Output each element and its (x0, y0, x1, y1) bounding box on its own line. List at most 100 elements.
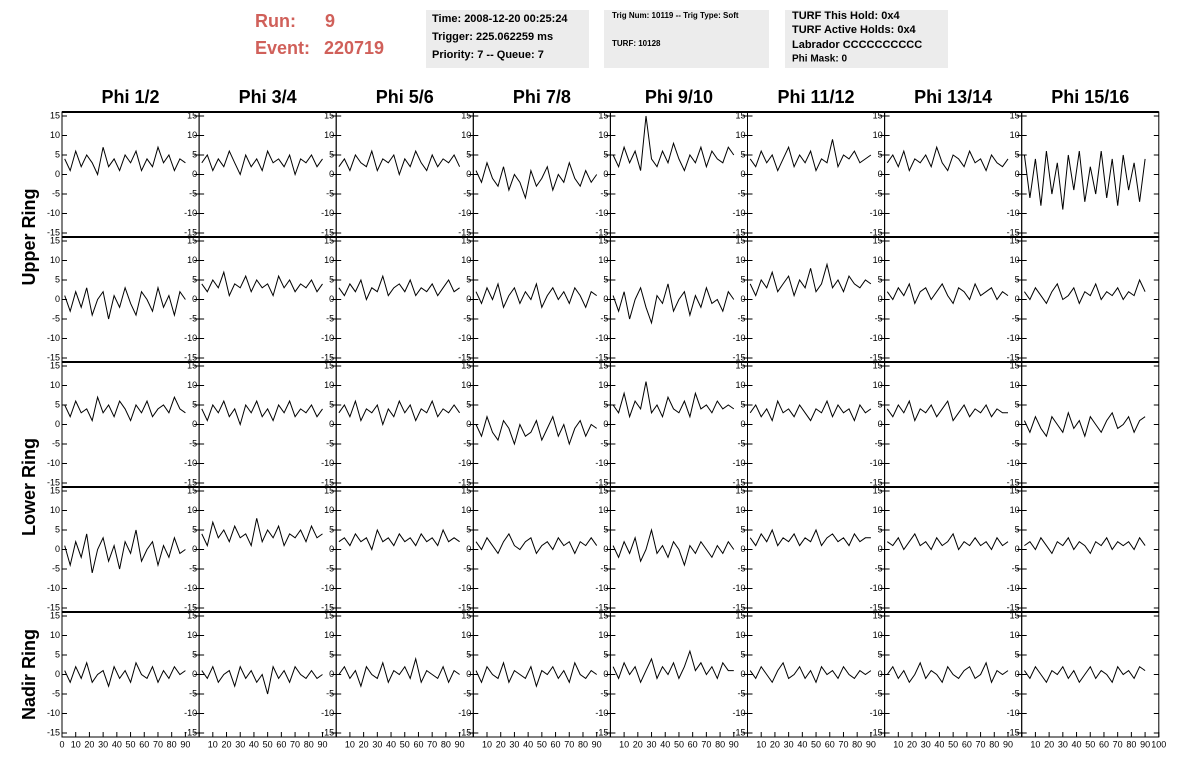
y-tick-label: 0 (740, 669, 745, 679)
y-tick-label: 10 (598, 255, 608, 265)
y-tick-label: -10 (458, 458, 471, 468)
y-tick-label: 5 (55, 524, 60, 534)
y-tick-label: 10 (50, 630, 60, 640)
panel-frame (609, 361, 749, 488)
panel-frame (198, 611, 337, 738)
y-tick-label: 15 (461, 610, 471, 620)
y-tick-label: 5 (740, 149, 745, 159)
waveform (887, 532, 1009, 551)
x-tick-label: 80 (167, 739, 177, 749)
y-tick-label: 5 (466, 274, 471, 284)
y-tick-label: 0 (603, 169, 608, 179)
y-tick-label: -10 (870, 333, 883, 343)
y-tick-label: 0 (1015, 169, 1020, 179)
y-tick-label: -5 (189, 438, 197, 448)
y-tick-label: 15 (873, 360, 883, 370)
x-tick-label: 70 (701, 739, 711, 749)
y-tick-label: -5 (189, 313, 197, 323)
panel-frame (335, 486, 474, 613)
y-tick-label: 0 (466, 419, 471, 429)
y-tick-label: -15 (870, 602, 883, 612)
y-tick-label: 10 (50, 380, 60, 390)
y-tick-label: 0 (192, 419, 197, 429)
y-tick-label: -10 (458, 708, 471, 718)
waveform (886, 661, 1009, 684)
x-tick-label: 70 (1113, 739, 1123, 749)
panel-frame (884, 111, 1023, 238)
y-tick-label: -15 (321, 227, 334, 237)
y-tick-label: -5 (737, 563, 745, 573)
y-tick-label: 0 (192, 544, 197, 554)
y-tick-label: -10 (321, 333, 334, 343)
y-tick-label: 15 (598, 610, 608, 620)
y-tick-label: -15 (47, 352, 60, 362)
x-tick-label: 40 (1072, 739, 1082, 749)
y-tick-label: -5 (1012, 688, 1020, 698)
x-tick-label: 40 (249, 739, 259, 749)
x-tick-label: 70 (290, 739, 300, 749)
x-tick-label: 30 (647, 739, 657, 749)
waveform (886, 399, 1008, 423)
waveform (338, 399, 461, 427)
x-tick-label: 80 (441, 739, 451, 749)
y-tick-label: -15 (595, 352, 608, 362)
y-tick-label: 0 (603, 294, 608, 304)
y-tick-label: -10 (184, 208, 197, 218)
y-tick-label: -15 (458, 227, 471, 237)
y-tick-label: 15 (461, 110, 471, 120)
y-tick-label: -15 (47, 477, 60, 487)
panel-frame (61, 361, 200, 488)
y-tick-label: 15 (324, 360, 334, 370)
waveform (1023, 278, 1146, 305)
x-tick-label: 80 (578, 739, 588, 749)
column-title: Phi 9/10 (645, 87, 713, 107)
y-tick-label: 5 (603, 649, 608, 659)
info-line: Time: 2008-12-20 00:25:24 (432, 13, 568, 25)
y-tick-label: 0 (740, 544, 745, 554)
y-tick-label: 10 (187, 380, 197, 390)
y-tick-label: 5 (329, 399, 334, 409)
x-tick-label: 20 (770, 739, 780, 749)
info-line: TURF Active Holds: 0x4 (792, 24, 917, 36)
x-tick-label: 50 (263, 739, 273, 749)
panel-frame (198, 486, 337, 613)
waveform (475, 532, 598, 555)
y-tick-label: 0 (603, 419, 608, 429)
y-tick-label: -15 (1007, 727, 1020, 737)
x-tick-label: 40 (934, 739, 944, 749)
column-title: Phi 11/12 (778, 87, 855, 107)
x-tick-label: 40 (112, 739, 122, 749)
y-tick-label: 0 (55, 169, 60, 179)
y-tick-label: -10 (47, 208, 60, 218)
x-tick-label: 70 (976, 739, 986, 749)
x-tick-label: 50 (126, 739, 136, 749)
info-box (604, 10, 769, 68)
y-tick-label: -15 (47, 727, 60, 737)
y-tick-label: 10 (324, 630, 334, 640)
y-tick-label: -10 (1007, 583, 1020, 593)
column-title: Phi 1/2 (102, 87, 160, 107)
y-tick-label: -15 (1007, 352, 1020, 362)
waveform (64, 395, 186, 423)
y-tick-label: 15 (1010, 485, 1020, 495)
x-tick-label: 20 (907, 739, 917, 749)
waveform (201, 149, 323, 177)
y-tick-label: -15 (595, 477, 608, 487)
y-tick-label: -5 (1012, 563, 1020, 573)
waveform (64, 285, 186, 320)
y-tick-label: -15 (1007, 477, 1020, 487)
x-tick-label: 30 (509, 739, 519, 749)
y-tick-label: 5 (466, 149, 471, 159)
y-tick-label: 10 (50, 255, 60, 265)
y-tick-label: -15 (732, 602, 745, 612)
y-tick-label: 5 (878, 149, 883, 159)
y-tick-label: -10 (732, 458, 745, 468)
y-tick-label: 15 (461, 360, 471, 370)
y-tick-label: -5 (463, 438, 471, 448)
y-tick-label: 5 (329, 649, 334, 659)
y-tick-label: 5 (603, 149, 608, 159)
y-tick-label: 0 (329, 419, 334, 429)
x-tick-label: 30 (1058, 739, 1068, 749)
panel-frame (1021, 611, 1160, 738)
y-tick-label: 15 (598, 110, 608, 120)
